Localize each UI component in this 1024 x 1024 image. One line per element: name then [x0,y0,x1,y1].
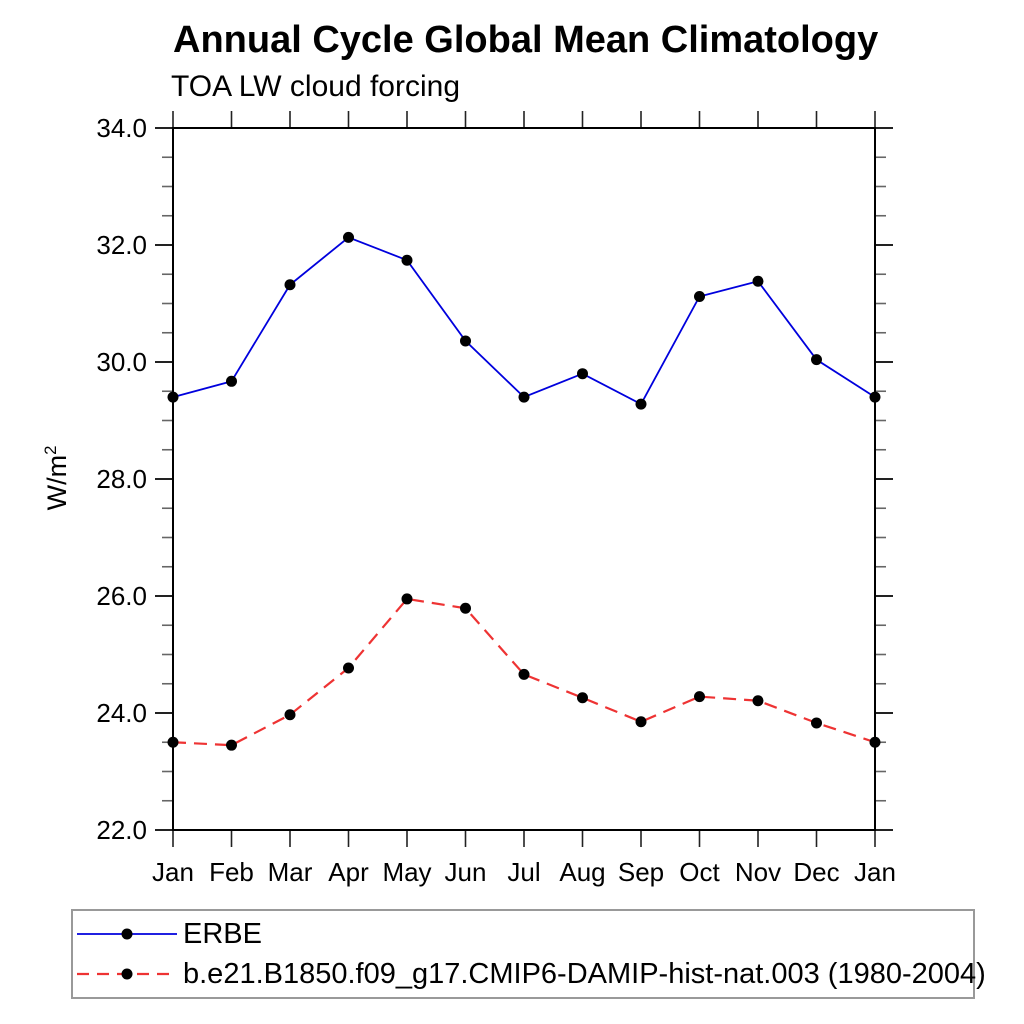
y-tick-label: 34.0 [96,113,147,143]
y-tick-label: 26.0 [96,581,147,611]
series-1-markers [167,593,881,751]
x-tick-label: Apr [328,857,369,887]
data-point-marker [284,709,296,721]
x-tick-label: Dec [793,857,839,887]
legend-marker-icon [121,968,133,980]
y-tick-label: 28.0 [96,464,147,494]
legend-line-sample-1 [77,968,177,980]
legend-label-0: ERBE [183,917,262,950]
data-point-marker [226,375,237,387]
y-major-ticks [155,127,893,831]
data-point-marker [577,692,588,704]
legend-item-0: ERBE [74,917,973,951]
legend-line-sample-0 [77,928,177,940]
y-tick-labels: 22.0 24.0 26.0 28.0 30.0 32.0 34.0 [96,113,147,845]
x-tick-label: Aug [559,857,605,887]
data-point-marker [752,275,764,287]
y-tick-label: 30.0 [96,347,147,377]
data-point-marker [284,279,296,291]
data-point-marker [869,391,881,403]
data-point-marker [343,662,354,674]
x-tick-label: Jul [507,857,540,887]
data-point-marker [518,391,530,403]
x-tick-label: Feb [209,857,254,887]
data-point-marker [167,391,179,403]
data-point-marker [518,668,530,680]
legend-marker-icon [121,928,133,940]
data-point-marker [226,739,237,751]
legend-item-1: b.e21.B1850.f09_g17.CMIP6-DAMIP-hist-nat… [74,957,986,991]
data-point-marker [460,335,471,347]
x-tick-label: Mar [268,857,313,887]
y-minor-ticks [162,156,886,802]
data-point-marker [343,231,354,243]
data-point-marker [752,695,764,707]
series-0-line [172,236,876,406]
data-point-marker [577,368,588,380]
chart-subtitle: TOA LW cloud forcing [171,70,461,103]
x-tick-label: Jan [152,857,194,887]
x-tick-label: Oct [679,857,720,887]
x-tick-label: Sep [618,857,664,887]
x-tick-label: Jan [854,857,896,887]
data-point-marker [869,736,881,748]
x-tick-label: May [382,857,431,887]
legend-box: ERBE b.e21.B1850.f09_g17.CMIP6-DAMIP-hist… [71,909,986,999]
data-point-marker [811,354,822,366]
legend-label-1: b.e21.B1850.f09_g17.CMIP6-DAMIP-hist-nat… [183,957,986,990]
data-point-marker [694,290,705,302]
x-ticks [172,111,876,847]
data-point-marker [635,716,647,728]
chart-title: Annual Cycle Global Mean Climatology [173,19,879,61]
y-tick-label: 24.0 [96,698,147,728]
x-tick-labels: Jan Feb Mar Apr May Jun Jul Aug Sep Oct Nov Dec Jan [152,857,896,887]
data-point-marker [811,717,822,729]
data-point-marker [401,254,413,266]
data-point-marker [401,593,413,605]
x-tick-label: Nov [735,857,781,887]
data-point-marker [460,602,471,614]
series-0-markers [167,231,881,410]
data-point-marker [694,691,705,703]
axis-frame [172,127,876,831]
data-point-marker [635,398,647,410]
y-tick-label: 32.0 [96,230,147,260]
y-tick-label: 22.0 [96,815,147,845]
x-tick-label: Jun [445,857,487,887]
data-point-marker [167,736,179,748]
